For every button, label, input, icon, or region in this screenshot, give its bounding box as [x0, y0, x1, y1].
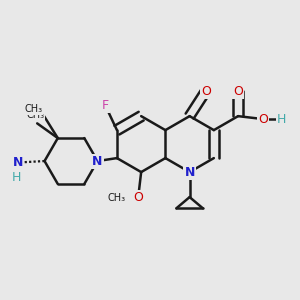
Text: O: O	[233, 85, 243, 98]
Text: CH₃: CH₃	[108, 193, 126, 203]
Text: N: N	[184, 166, 195, 178]
Text: O: O	[133, 190, 143, 204]
Text: H: H	[277, 112, 286, 126]
Text: CH₃: CH₃	[25, 104, 43, 114]
Text: N: N	[13, 156, 23, 169]
Text: H: H	[12, 171, 21, 184]
Text: O: O	[201, 85, 211, 98]
Text: O: O	[258, 112, 268, 126]
Text: CH₃: CH₃	[27, 110, 45, 120]
Text: F: F	[102, 99, 109, 112]
Text: N: N	[92, 154, 103, 167]
